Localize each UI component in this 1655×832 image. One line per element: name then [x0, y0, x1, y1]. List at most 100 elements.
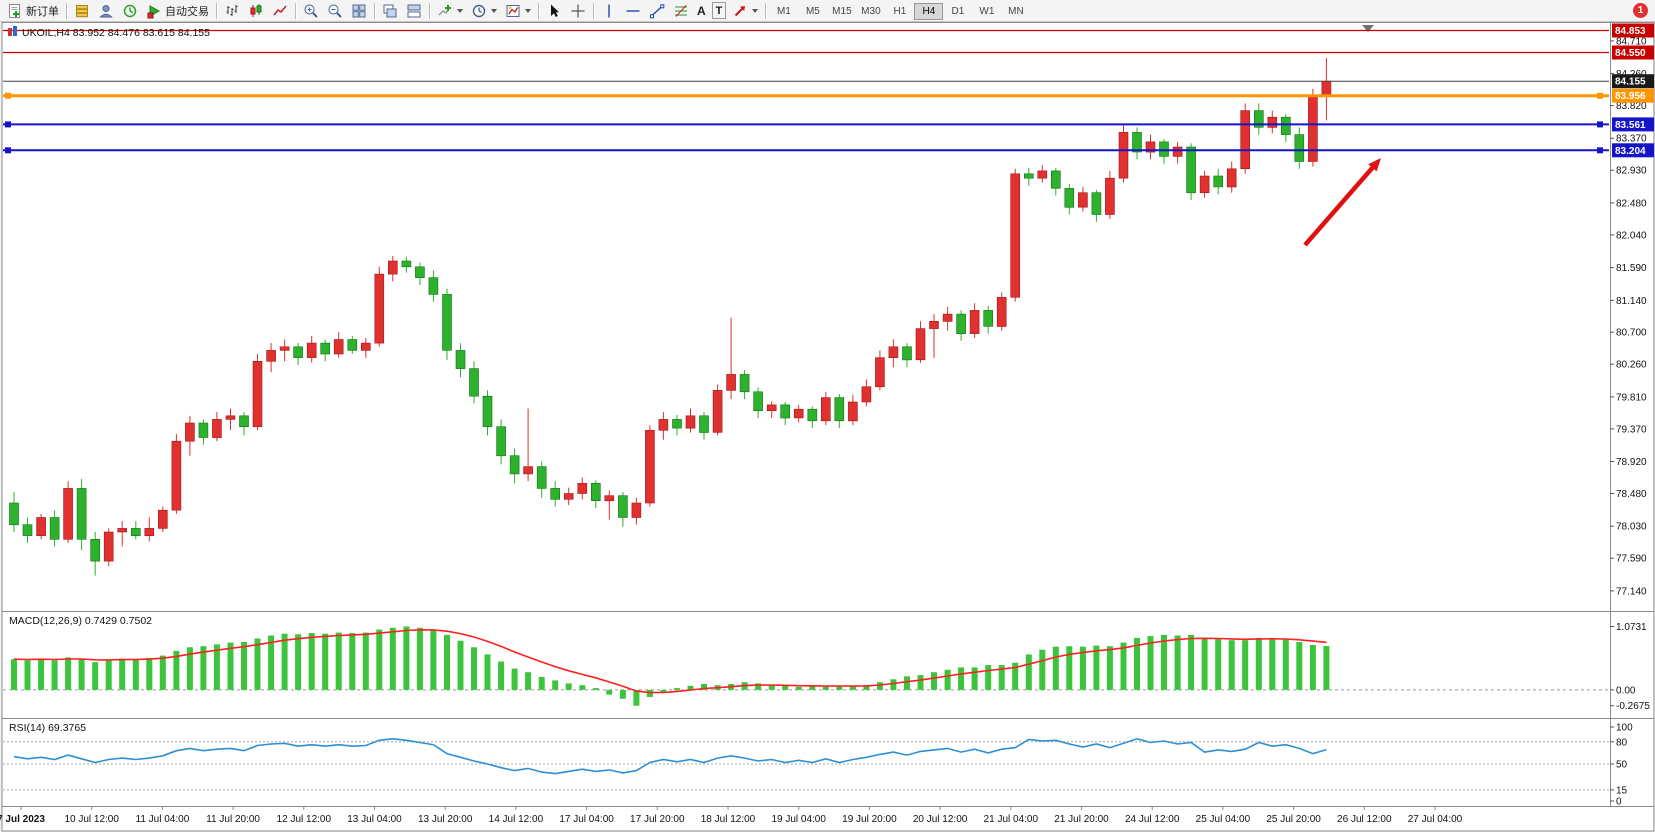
macd-histogram-bar	[1106, 646, 1113, 690]
trend-arrow-annotation[interactable]	[1303, 158, 1381, 247]
macd-scale-label: 1.0731	[1616, 622, 1647, 633]
new-order-button[interactable]: 新订单	[3, 0, 63, 22]
price-tick-label: 81.140	[1616, 296, 1647, 307]
chart-background	[1, 22, 1655, 832]
bar-chart-mode-button[interactable]	[220, 0, 244, 22]
candle-body	[807, 408, 818, 422]
autotrading-button[interactable]: 自动交易	[142, 0, 213, 22]
candle-body	[820, 397, 831, 422]
candle-body	[848, 401, 858, 422]
tile-windows-button[interactable]	[347, 0, 371, 22]
level-handle[interactable]	[1597, 121, 1603, 128]
candle-body	[320, 342, 331, 355]
timeframe-button-h1[interactable]: H1	[893, 6, 907, 17]
history-center-button[interactable]	[118, 0, 142, 22]
price-level-tag-label: 84.155	[1615, 77, 1646, 88]
text-tool-button[interactable]: A	[693, 0, 710, 22]
arrow-head[interactable]	[1368, 158, 1381, 172]
macd-histogram-bar	[11, 659, 17, 690]
timeframe-button-m1[interactable]: M1	[776, 6, 791, 17]
time-tick-label: 11 Jul 20:00	[206, 814, 260, 825]
price-tick-label: 82.930	[1616, 166, 1647, 177]
level-handle[interactable]	[5, 121, 11, 128]
macd-histogram-bar	[1296, 642, 1303, 690]
zoom-out-button[interactable]	[323, 0, 347, 22]
macd-histogram-bar	[1052, 646, 1059, 690]
candle-body	[1051, 170, 1061, 189]
macd-histogram-bar	[1255, 637, 1262, 690]
candlestick-mode-button[interactable]	[244, 0, 268, 22]
chart-shift-marker[interactable]	[1362, 25, 1374, 32]
price-level-tag-label: 84.853	[1615, 26, 1646, 37]
timeframe-button-m5[interactable]: M5	[805, 6, 820, 17]
periods-button[interactable]	[467, 0, 501, 22]
candle-body	[117, 528, 127, 533]
macd-histogram-bar	[119, 658, 126, 690]
macd-panel: 1.0731 0.00 -0.2675	[3, 622, 1650, 712]
line-chart-mode-button[interactable]	[268, 0, 292, 22]
macd-histogram-bar	[471, 647, 477, 690]
macd-histogram-bar	[38, 658, 45, 690]
timeframe-button-d1[interactable]: D1	[951, 6, 965, 17]
vertical-line-tool-button[interactable]	[597, 0, 621, 22]
candle-body	[902, 346, 912, 361]
macd-histogram-bar	[498, 661, 505, 690]
macd-histogram-bar	[1134, 637, 1140, 690]
macd-histogram-bar	[1079, 646, 1086, 690]
notification-badge[interactable]: 1	[1633, 3, 1648, 18]
candle-body	[360, 342, 371, 351]
time-tick-label: 18 Jul 12:00	[701, 814, 756, 825]
candle-body	[22, 524, 33, 536]
timeframe-button-m15[interactable]: M15	[832, 6, 852, 17]
macd-histogram-bar	[65, 657, 72, 690]
time-tick-label: 21 Jul 20:00	[1054, 814, 1109, 825]
macd-histogram-bar	[1228, 640, 1235, 690]
candle-body	[726, 374, 736, 391]
candle-body	[929, 320, 939, 329]
price-level-tag	[1612, 88, 1654, 103]
level-handle[interactable]	[1597, 147, 1603, 154]
candle-body	[699, 415, 709, 433]
timeframe-button-h4[interactable]: H4	[914, 3, 944, 20]
crosshair-tool-button[interactable]	[566, 0, 590, 22]
zoom-in-button[interactable]	[299, 0, 323, 22]
timeframe-button-mn[interactable]: MN	[1008, 6, 1024, 17]
profile-button[interactable]	[94, 0, 118, 22]
cascade-windows-icon	[383, 4, 397, 17]
candle-body	[1281, 116, 1291, 135]
fibonacci-tool-button[interactable]	[669, 0, 693, 22]
market-watch-button[interactable]	[70, 0, 94, 22]
candle-body	[1172, 146, 1183, 157]
arrow-tool-icon	[735, 5, 746, 16]
timeframe-button-w1[interactable]: W1	[979, 6, 995, 17]
text-label-tool-button[interactable]: T	[711, 2, 727, 19]
macd-histogram-bar	[146, 658, 153, 690]
candle-body	[212, 419, 222, 438]
horizontal-line-tool-button[interactable]	[621, 0, 645, 22]
arrange-windows-button[interactable]	[402, 0, 426, 22]
arrows-tool-button[interactable]	[728, 0, 762, 22]
level-handle[interactable]	[5, 147, 11, 154]
zoom-out-icon	[328, 4, 342, 18]
candle-body	[428, 277, 439, 295]
candle-body	[672, 419, 682, 429]
indicators-button[interactable]	[433, 0, 467, 22]
arrow-shaft[interactable]	[1303, 162, 1378, 247]
macd-histogram-bar	[105, 660, 112, 690]
level-handle[interactable]	[1597, 92, 1603, 99]
macd-scale-label: 0.00	[1616, 685, 1636, 696]
candle-body	[604, 495, 615, 502]
indicators-icon	[438, 4, 451, 15]
candle-body	[1010, 173, 1021, 298]
trendline-tool-button[interactable]	[645, 0, 669, 22]
macd-histogram-bar	[484, 654, 491, 690]
candle-body	[658, 419, 669, 431]
templates-button[interactable]	[501, 0, 535, 22]
cascade-windows-button[interactable]	[378, 0, 402, 22]
candle-body	[36, 517, 46, 537]
candle-body	[942, 313, 953, 322]
level-handle[interactable]	[5, 92, 11, 99]
cursor-tool-button[interactable]	[542, 0, 566, 22]
timeframe-button-m30[interactable]: M30	[861, 6, 881, 17]
